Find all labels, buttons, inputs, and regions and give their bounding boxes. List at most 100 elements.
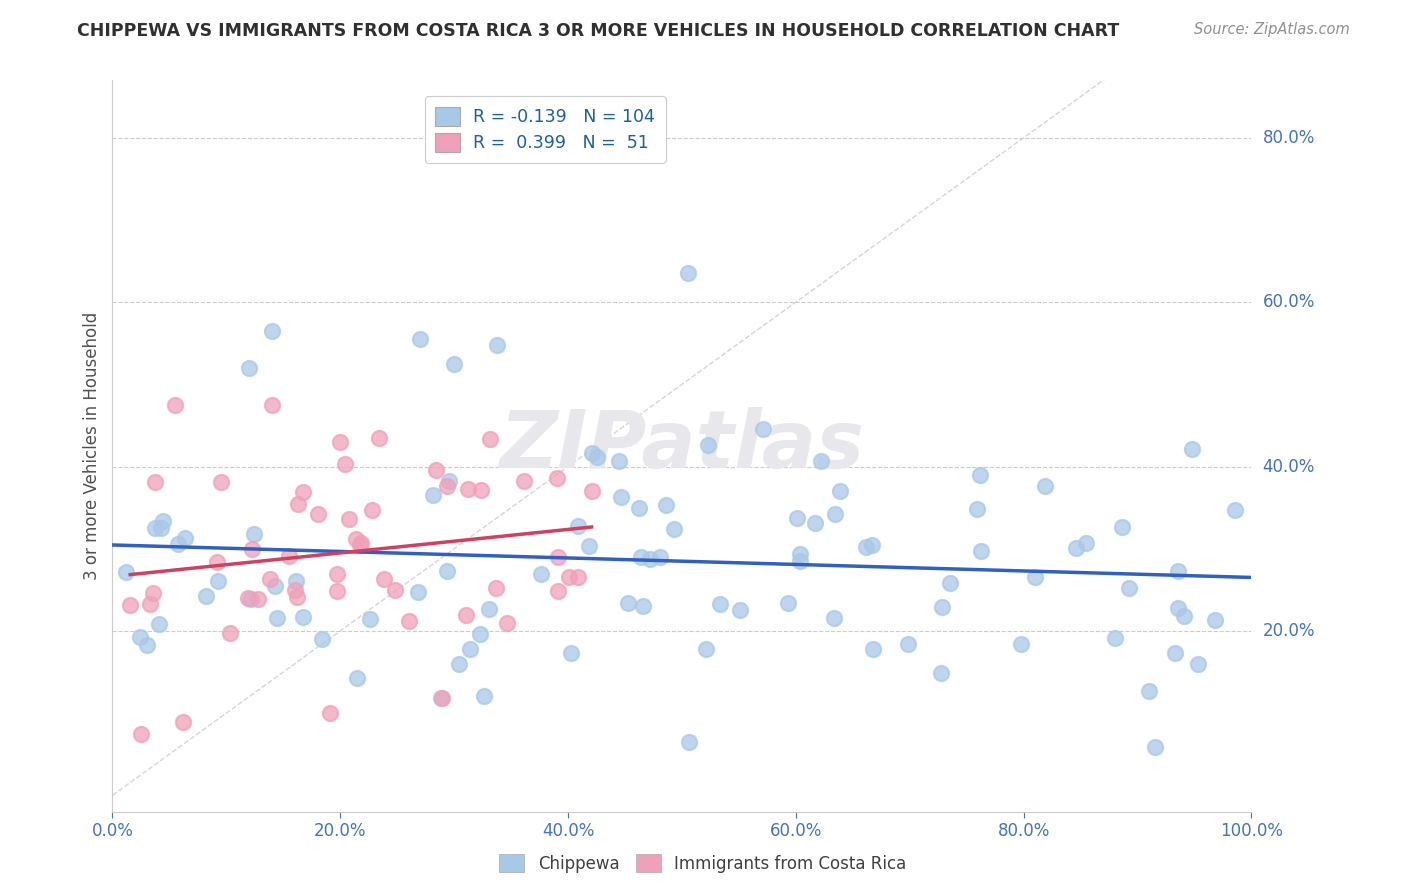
Point: [789, 554, 811, 568]
Point: [824, 508, 846, 522]
Text: Source: ZipAtlas.com: Source: ZipAtlas.com: [1194, 22, 1350, 37]
Point: [346, 671, 368, 685]
Point: [558, 570, 581, 584]
Point: [1033, 479, 1056, 493]
Point: [638, 551, 661, 566]
Point: [897, 637, 920, 651]
Point: [696, 437, 718, 451]
Point: [150, 520, 173, 534]
Point: [728, 603, 751, 617]
Point: [1111, 520, 1133, 534]
Point: [547, 550, 569, 565]
Point: [291, 484, 314, 499]
Point: [326, 584, 349, 599]
Point: [443, 357, 465, 371]
Point: [1010, 637, 1032, 651]
Point: [284, 574, 307, 589]
Point: [678, 735, 700, 749]
Point: [662, 522, 685, 536]
Point: [319, 706, 342, 720]
Point: [211, 475, 233, 489]
Point: [152, 514, 174, 528]
Point: [246, 591, 269, 606]
Point: [165, 398, 187, 412]
Legend: Chippewa, Immigrants from Costa Rica: Chippewa, Immigrants from Costa Rica: [492, 847, 914, 880]
Point: [607, 454, 630, 468]
Point: [855, 540, 877, 554]
Point: [862, 642, 884, 657]
Point: [633, 599, 655, 613]
Point: [823, 611, 845, 625]
Point: [430, 691, 453, 706]
Point: [239, 591, 262, 606]
Point: [630, 549, 652, 564]
Point: [337, 512, 360, 526]
Point: [778, 596, 800, 610]
Point: [485, 581, 508, 595]
Point: [578, 539, 600, 553]
Point: [804, 516, 827, 531]
Point: [436, 479, 458, 493]
Text: 20.0%: 20.0%: [1263, 622, 1315, 640]
Point: [457, 482, 479, 496]
Point: [546, 471, 568, 485]
Point: [360, 503, 382, 517]
Point: [931, 665, 953, 680]
Point: [458, 641, 481, 656]
Point: [329, 435, 352, 450]
Point: [1144, 739, 1167, 754]
Point: [1118, 581, 1140, 595]
Point: [136, 638, 159, 652]
Point: [627, 501, 650, 516]
Point: [1181, 442, 1204, 457]
Point: [969, 468, 991, 483]
Point: [437, 474, 460, 488]
Point: [751, 422, 773, 436]
Point: [648, 549, 671, 564]
Point: [496, 615, 519, 630]
Point: [447, 657, 470, 672]
Point: [1076, 535, 1098, 549]
Point: [1204, 613, 1226, 627]
Point: [931, 600, 953, 615]
Point: [470, 626, 492, 640]
Point: [326, 566, 349, 581]
Point: [349, 538, 371, 552]
Point: [1137, 684, 1160, 698]
Point: [560, 646, 582, 660]
Point: [260, 398, 283, 412]
Point: [1064, 541, 1087, 555]
Point: [359, 612, 381, 626]
Point: [236, 591, 259, 605]
Point: [1187, 657, 1209, 671]
Point: [172, 714, 194, 729]
Point: [263, 579, 285, 593]
Point: [287, 497, 309, 511]
Point: [1024, 569, 1046, 583]
Point: [789, 547, 811, 561]
Point: [259, 573, 281, 587]
Point: [166, 536, 188, 550]
Point: [240, 541, 263, 556]
Point: [311, 632, 333, 646]
Point: [333, 458, 356, 472]
Point: [470, 483, 492, 497]
Point: [260, 324, 283, 338]
Point: [129, 726, 152, 740]
Point: [207, 555, 229, 569]
Point: [287, 591, 309, 605]
Point: [429, 691, 451, 706]
Point: [581, 484, 603, 499]
Point: [278, 549, 301, 564]
Point: [139, 597, 162, 611]
Point: [120, 598, 142, 612]
Point: [367, 431, 389, 445]
Point: [567, 519, 589, 533]
Point: [966, 502, 988, 516]
Point: [456, 607, 478, 622]
Point: [478, 602, 501, 616]
Point: [1173, 609, 1195, 624]
Point: [143, 475, 166, 489]
Point: [1167, 600, 1189, 615]
Point: [284, 582, 307, 597]
